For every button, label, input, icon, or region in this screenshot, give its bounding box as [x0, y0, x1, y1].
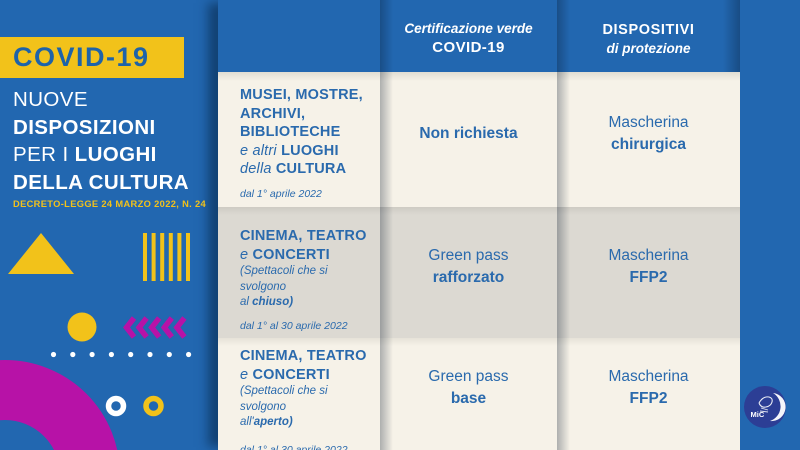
venue-line: BIBLIOTECHE — [240, 124, 341, 140]
ring-yellow-shape — [143, 395, 164, 417]
certification-header-line2: COVID-19 — [432, 39, 505, 56]
venue-cell-cinema-aperto: CINEMA, TEATRO e CONCERTI (Spettacoli ch… — [218, 338, 380, 450]
validity-date: dal 1° al 30 aprile 2022 — [240, 443, 348, 450]
quarter-donut-shape — [0, 360, 118, 450]
title-line-2: DISPOSIZIONI — [13, 115, 156, 139]
venue-line: ARCHIVI, — [240, 105, 306, 122]
certification-header: Certificazione verde COVID-19 — [380, 0, 557, 72]
venue-line: e altri LUOGHI — [240, 142, 339, 159]
cert-value-row3: Green pass base — [380, 338, 557, 450]
venue-note: (Spettacoli che si svolgono — [240, 385, 328, 413]
device-value-row1: Mascherina chirurgica — [557, 72, 740, 207]
venue-line: e CONCERTI — [240, 366, 330, 383]
venue-note: (Spettacoli che si svolgono — [240, 265, 328, 293]
cert-value-row1: Non richiesta — [380, 72, 557, 207]
column-venues: MUSEI, MOSTRE, ARCHIVI, BIBLIOTECHE e al… — [218, 0, 380, 450]
devices-header-line1: DISPOSITIVI — [602, 21, 695, 38]
device-value-row3: Mascherina FFP2 — [557, 338, 740, 450]
venue-cell-musei: MUSEI, MOSTRE, ARCHIVI, BIBLIOTECHE e al… — [218, 72, 380, 207]
mic-logo-label: MiC — [751, 410, 765, 419]
devices-header-line2: di protezione — [606, 40, 691, 56]
column-devices: DISPOSITIVI di protezione Mascherina chi… — [557, 0, 740, 450]
vertical-bars-shape — [143, 233, 190, 281]
cert-value-row2: Green pass rafforzato — [380, 207, 557, 338]
venue-note: all'aperto) — [240, 416, 293, 428]
decorative-shapes — [0, 233, 192, 450]
venue-line: CINEMA, TEATRO — [240, 348, 367, 364]
certification-header-line1: Certificazione verde — [404, 21, 533, 36]
venue-line: della CULTURA — [240, 161, 347, 177]
circle-shape — [67, 312, 97, 342]
validity-date: dal 1° al 30 aprile 2022 — [240, 319, 348, 332]
dots-row-shape — [50, 351, 192, 358]
title-line-3: PER I LUOGHI — [13, 143, 157, 166]
triangle-shape — [8, 233, 74, 274]
venues-header-spacer — [218, 0, 380, 72]
mic-ministry-logo: MiC — [744, 386, 786, 428]
venue-note: al chiuso) — [240, 296, 294, 308]
devices-header: DISPOSITIVI di protezione — [557, 0, 740, 72]
venue-line: e CONCERTI — [240, 246, 330, 263]
title-line-4: DELLA CULTURA — [13, 170, 190, 194]
page-title: NUOVE DISPOSIZIONI PER I LUOGHI DELLA CU… — [13, 86, 189, 196]
chevrons-left-shape — [122, 316, 187, 339]
validity-date: dal 1° aprile 2022 — [240, 187, 322, 200]
ring-white-shape — [105, 395, 127, 417]
venue-cell-cinema-chiuso: CINEMA, TEATRO e CONCERTI (Spettacoli ch… — [218, 207, 380, 338]
covid-banner-label: COVID-19 — [13, 42, 150, 72]
venue-line: MUSEI, MOSTRE, — [240, 87, 363, 103]
device-value-row2: Mascherina FFP2 — [557, 207, 740, 338]
decree-reference: DECRETO-LEGGE 24 MARZO 2022, N. 24 — [13, 199, 207, 209]
covid-banner: COVID-19 — [0, 37, 184, 78]
title-line-1: NUOVE — [13, 88, 88, 111]
venue-line: CINEMA, TEATRO — [240, 228, 367, 244]
column-certification: Certificazione verde COVID-19 Non richie… — [380, 0, 557, 450]
rules-table: MUSEI, MOSTRE, ARCHIVI, BIBLIOTECHE e al… — [218, 0, 740, 450]
